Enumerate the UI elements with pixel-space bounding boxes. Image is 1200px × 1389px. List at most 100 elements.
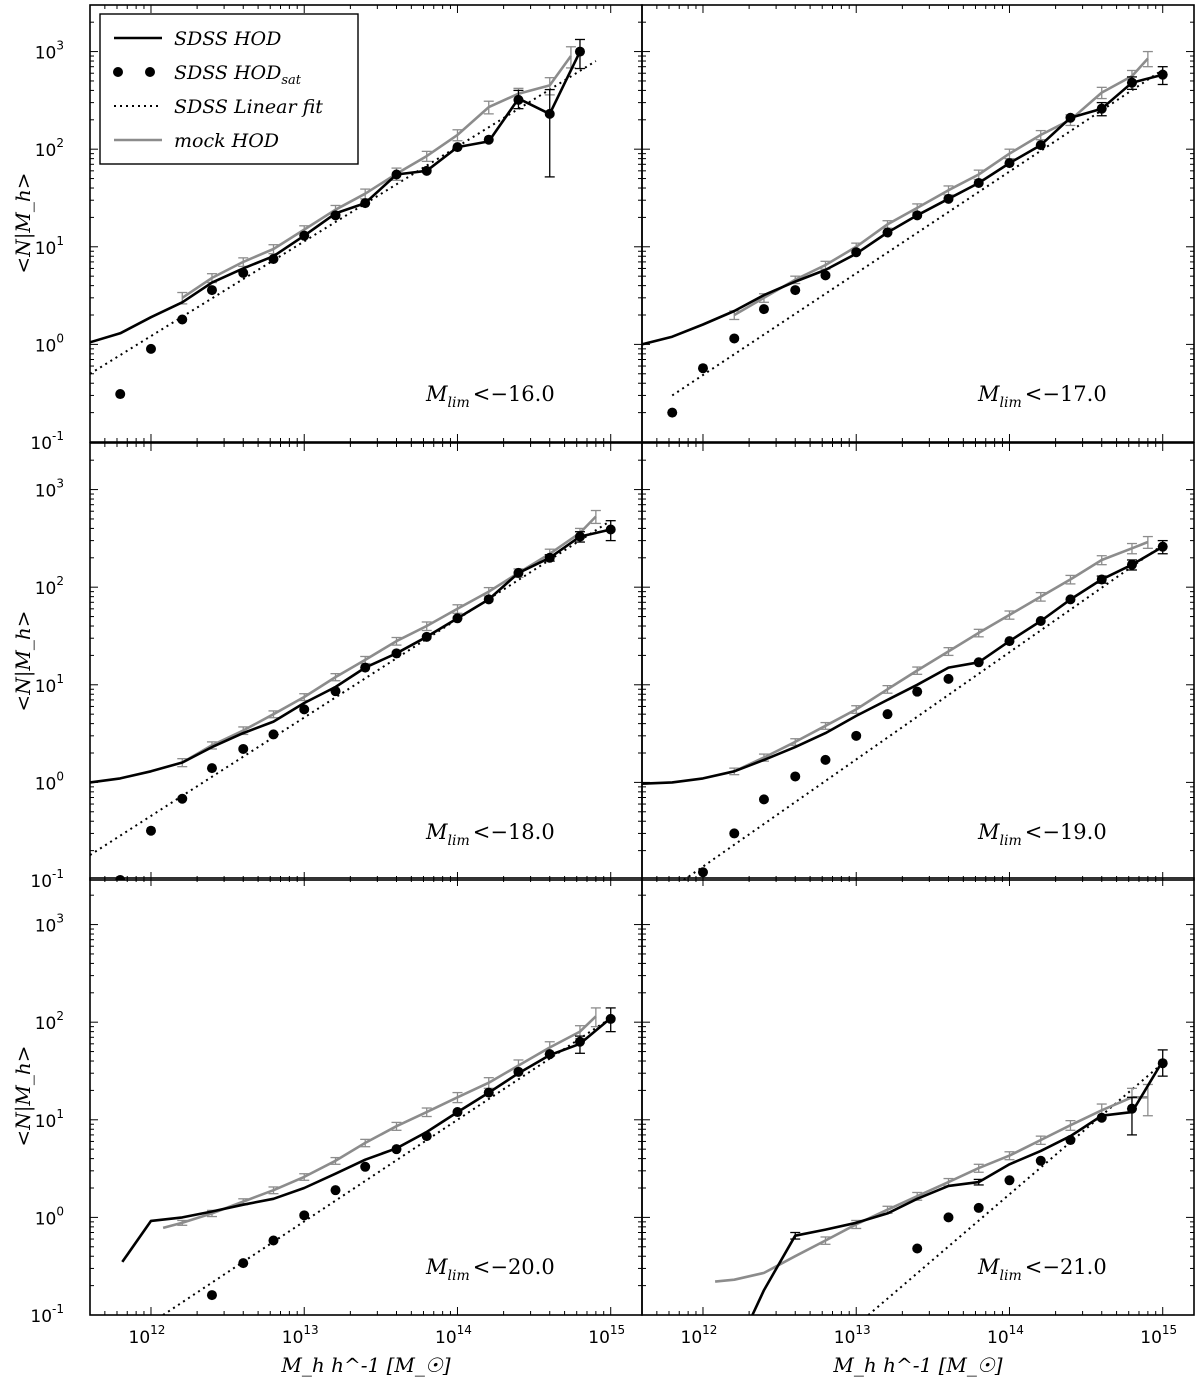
y-tick-label: 102 bbox=[35, 136, 64, 161]
sdss-sat-point bbox=[544, 108, 555, 119]
y-axis-label-1: <N|M_h> bbox=[11, 172, 36, 273]
sdss-sat-point bbox=[177, 314, 188, 325]
series bbox=[90, 38, 597, 400]
y-tick-label: 10-1 bbox=[30, 429, 64, 454]
sdss-sat-point bbox=[1065, 594, 1076, 605]
sdss-sat-point bbox=[912, 1243, 923, 1254]
sdss-sat-point bbox=[912, 210, 923, 221]
sdss-sat-point bbox=[330, 686, 341, 697]
sdss-sat-point bbox=[1065, 1135, 1076, 1146]
legend-label: SDSS Linear fit bbox=[174, 96, 323, 118]
sdss-sat-point bbox=[421, 1131, 432, 1142]
sdss-sat-point bbox=[299, 230, 310, 241]
sdss-sat-point bbox=[729, 828, 740, 839]
panel-2: Mlim <−17.0 bbox=[641, 4, 1195, 443]
sdss-sat-point bbox=[1004, 1175, 1015, 1186]
sdss-sat-point bbox=[912, 686, 923, 697]
sdss-sat-point bbox=[268, 1235, 279, 1246]
sdss-sat-point bbox=[820, 754, 831, 765]
sdss-sat-point bbox=[206, 763, 217, 774]
sdss-sat-point bbox=[1157, 1058, 1168, 1069]
x-tick-label: 1014 bbox=[435, 1323, 472, 1348]
panel-label: Mlim <−20.0 bbox=[425, 1255, 555, 1284]
sdss-sat-point bbox=[452, 1107, 463, 1118]
sdss-sat-point bbox=[758, 794, 769, 805]
sdss-sat-point bbox=[973, 178, 984, 189]
sdss-sat-point bbox=[513, 567, 524, 578]
y-tick-label: 10-1 bbox=[30, 1302, 64, 1327]
sdss-sat-point bbox=[1096, 574, 1107, 585]
sdss-sat-point bbox=[360, 198, 371, 209]
x-tick-label: 1013 bbox=[834, 1323, 871, 1348]
sdss-sat-point bbox=[513, 1066, 524, 1077]
sdss-sat-point bbox=[1004, 636, 1015, 647]
ticks bbox=[89, 877, 642, 1316]
panel-1: 10-1 100 101 102 103 Mlim <−16.0 bbox=[30, 4, 643, 454]
sdss-sat-point bbox=[758, 304, 769, 315]
sdss-sat-point bbox=[790, 285, 801, 296]
sdss-sat-point bbox=[790, 771, 801, 782]
x-tick-label: 1015 bbox=[588, 1323, 625, 1348]
panel-label: Mlim <−21.0 bbox=[977, 1255, 1107, 1284]
sdss-hod-line bbox=[121, 1017, 612, 1263]
sdss-hod-line bbox=[642, 545, 1164, 785]
sdss-hod-line bbox=[751, 1060, 1164, 1315]
panel-3: 10-1 100 101 102 103 Mlim <−18.0 bbox=[30, 442, 643, 892]
series bbox=[642, 535, 1168, 880]
sdss-sat-point bbox=[544, 552, 555, 563]
sdss-sat-point bbox=[1096, 1112, 1107, 1123]
sdss-sat-point bbox=[973, 657, 984, 668]
mock-hod-line bbox=[733, 540, 1149, 773]
sdss-linear-fit bbox=[683, 544, 1164, 880]
y-tick-label: 101 bbox=[35, 1107, 64, 1132]
sdss-sat-point bbox=[268, 729, 279, 740]
sdss-sat-point bbox=[299, 1210, 310, 1221]
x-tick-label: 1014 bbox=[987, 1323, 1024, 1348]
sdss-sat-point bbox=[421, 631, 432, 642]
y-axis-label-2: <N|M_h> bbox=[11, 610, 36, 711]
sdss-sat-point bbox=[943, 193, 954, 204]
legend-label: SDSS HODsat bbox=[174, 62, 302, 88]
sdss-sat-point bbox=[238, 267, 249, 278]
sdss-hod-line bbox=[90, 528, 611, 784]
y-tick-label: 103 bbox=[35, 39, 64, 64]
panel-4: Mlim <−19.0 bbox=[641, 442, 1195, 881]
sdss-linear-fit bbox=[867, 1062, 1164, 1315]
sdss-sat-point bbox=[943, 673, 954, 684]
sdss-sat-point bbox=[973, 1202, 984, 1213]
sdss-sat-point bbox=[206, 285, 217, 296]
y-tick-label: 103 bbox=[35, 477, 64, 502]
sdss-hod-line bbox=[642, 73, 1164, 346]
x-tick-label: 1015 bbox=[1140, 1323, 1177, 1348]
series bbox=[714, 1049, 1168, 1315]
sdss-sat-point bbox=[1004, 158, 1015, 169]
y-tick-label: 102 bbox=[35, 1009, 64, 1034]
sdss-sat-point bbox=[697, 363, 708, 374]
sdss-sat-point bbox=[544, 1049, 555, 1060]
sdss-sat-point bbox=[330, 210, 341, 221]
sdss-sat-point bbox=[238, 1258, 249, 1269]
legend-entry: SDSS Linear fit bbox=[114, 96, 323, 118]
x-tick-label: 1013 bbox=[282, 1323, 319, 1348]
sdss-sat-point bbox=[177, 793, 188, 804]
series bbox=[121, 1007, 616, 1315]
legend-entry: mock HOD bbox=[114, 130, 279, 152]
legend-swatch bbox=[113, 67, 123, 77]
sdss-linear-fit bbox=[90, 519, 612, 856]
sdss-sat-point bbox=[145, 825, 156, 836]
sdss-sat-point bbox=[851, 247, 862, 258]
ticks bbox=[89, 442, 642, 881]
x-axis-label-2: M_h h^-1 [M_☉] bbox=[832, 1353, 1002, 1377]
panel-frame bbox=[89, 877, 643, 1316]
sdss-sat-point bbox=[421, 165, 432, 176]
sdss-sat-point bbox=[1035, 140, 1046, 151]
legend-label: SDSS HOD bbox=[174, 28, 281, 50]
legend-entry: SDSS HODsat bbox=[113, 62, 302, 88]
ticks bbox=[641, 877, 1194, 1316]
sdss-sat-point bbox=[452, 142, 463, 153]
sdss-sat-point bbox=[391, 1144, 402, 1155]
sdss-sat-point bbox=[483, 134, 494, 145]
axis-labels: <N|M_h> <N|M_h> <N|M_h> M_h h^-1 [M_☉] M_h h… bbox=[11, 172, 1003, 1377]
y-tick-label: 10-1 bbox=[30, 867, 64, 892]
sdss-sat-point bbox=[483, 594, 494, 605]
